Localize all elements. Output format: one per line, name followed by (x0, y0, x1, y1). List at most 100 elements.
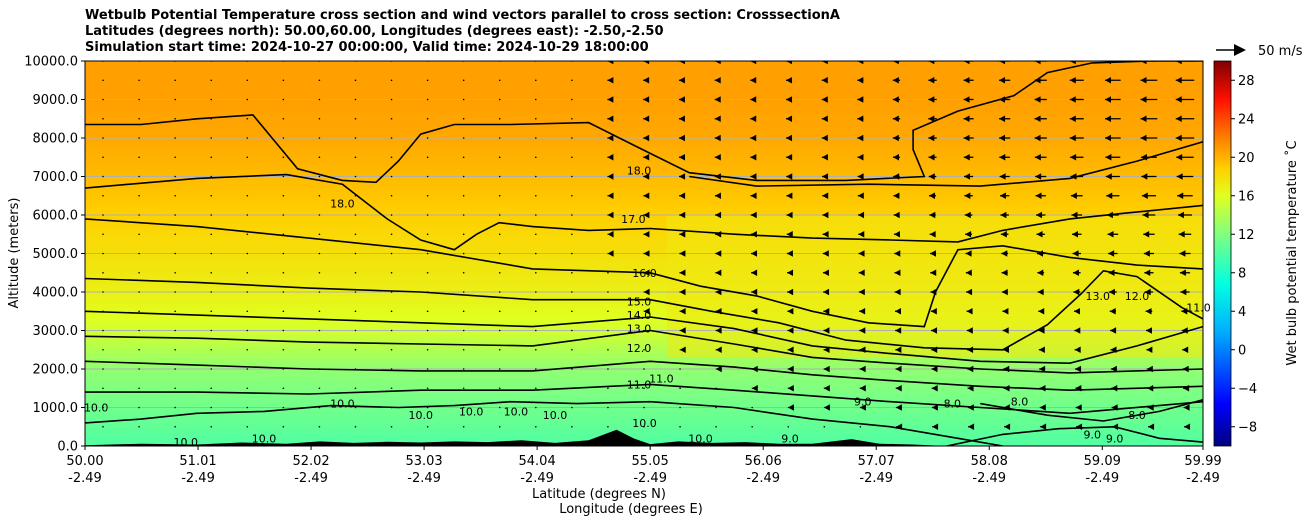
wind-vector (1146, 365, 1153, 373)
field-band (85, 430, 1203, 435)
wind-vector (426, 406, 429, 409)
wind-vector (282, 271, 285, 274)
wind-vector (318, 348, 321, 351)
wind-vector (571, 117, 573, 120)
wind-vector (1034, 77, 1047, 84)
wind-vector (1145, 308, 1153, 315)
field-band (85, 318, 1203, 324)
field-band (85, 156, 1203, 162)
wind-vector (498, 271, 501, 274)
wind-vector (535, 348, 537, 351)
wind-vector (138, 329, 140, 332)
field-band (85, 110, 1203, 116)
wind-vector (282, 117, 285, 120)
wind-vector (1035, 192, 1046, 199)
wind-vector (715, 231, 722, 238)
wind-vector (857, 154, 864, 161)
wind-vector (894, 288, 901, 296)
wind-vector (1001, 269, 1008, 276)
wind-vector (929, 231, 936, 238)
wind-vector (462, 98, 465, 101)
wind-vector (535, 214, 537, 216)
wind-vector (786, 231, 793, 238)
contour-label: 11.0 (627, 378, 652, 391)
wind-vector (571, 175, 573, 178)
wind-vector (822, 192, 829, 199)
wind-vector (1140, 96, 1158, 103)
wind-vector (535, 156, 537, 159)
contour-label: 10.0 (504, 405, 529, 418)
field-band (85, 322, 1203, 328)
field-band (85, 172, 1203, 177)
field-band (85, 264, 1203, 270)
wind-vector (282, 406, 285, 409)
wind-vector (894, 250, 901, 257)
wind-vector (462, 117, 465, 120)
wind-vector (138, 175, 140, 178)
wind-vector (1003, 365, 1010, 373)
field-band (85, 195, 1203, 201)
x-tick-lon: -2.49 (294, 471, 328, 486)
field-band (85, 345, 1203, 351)
colorbar-label: Wet bulb potential temperature ˚C (1284, 140, 1300, 365)
field-band (85, 249, 1203, 254)
wind-vector (138, 425, 140, 428)
field-band (85, 122, 1203, 127)
wind-vector (607, 96, 614, 103)
x-tick-lon: -2.49 (633, 471, 667, 486)
contour-label: 13.0 (1086, 290, 1111, 303)
wind-vector (964, 211, 973, 219)
wind-vector (535, 79, 537, 82)
wind-vector (715, 387, 717, 390)
wind-vector (102, 137, 104, 139)
wind-vector (857, 173, 864, 180)
wind-vector (1140, 77, 1158, 84)
wind-vector (138, 117, 140, 120)
wind-vector (318, 79, 321, 82)
wind-vector (892, 115, 901, 122)
wind-vector (823, 288, 830, 296)
contour-label: 14.0 (627, 309, 652, 322)
wind-vector (679, 211, 686, 219)
wind-vector (751, 346, 758, 353)
field-band (85, 287, 1203, 293)
wind-vector (535, 387, 537, 390)
wind-vector (571, 156, 573, 159)
field-band (85, 368, 1203, 374)
wind-vector (138, 156, 140, 159)
wind-vector (1110, 327, 1117, 334)
contour-16 (85, 218, 1203, 328)
wind-vector (571, 368, 573, 370)
wind-vector (750, 192, 757, 199)
wind-vector (1140, 134, 1158, 142)
wind-vector (571, 271, 573, 274)
wind-vector (246, 310, 249, 313)
wind-vector (390, 348, 393, 351)
wind-vector (102, 117, 104, 120)
wind-vector (318, 194, 321, 197)
wind-vector (823, 308, 830, 315)
contour-label: 16.0 (632, 267, 657, 280)
wind-vector (1147, 385, 1154, 392)
wind-vector (354, 271, 357, 274)
wind-vector (678, 115, 685, 122)
wind-vector (282, 368, 285, 370)
wind-vector (462, 406, 465, 409)
wind-vector (1177, 211, 1192, 219)
field-band (85, 95, 1203, 100)
wind-vector (1002, 327, 1009, 334)
wind-vector (893, 211, 900, 219)
wind-vector (1071, 211, 1083, 219)
wind-vector (318, 214, 321, 216)
wind-vector (1073, 308, 1080, 315)
wind-vector (102, 156, 104, 159)
wind-vector (859, 404, 866, 411)
contour-label: 11.0 (1186, 301, 1211, 314)
wind-vector (679, 231, 686, 238)
field-band (85, 295, 1203, 301)
wind-vector (1112, 423, 1119, 430)
contour-label: 9.0 (781, 432, 799, 445)
wind-vector (930, 288, 937, 296)
wind-vector (318, 117, 321, 120)
contour-label: 10.0 (173, 436, 198, 449)
